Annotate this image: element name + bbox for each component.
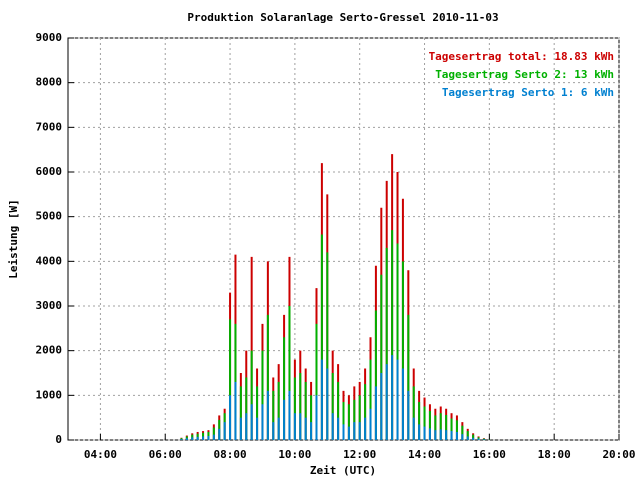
x-tick-label: 18:00 bbox=[538, 448, 571, 461]
x-axis-label: Zeit (UTC) bbox=[310, 464, 376, 477]
y-tick-label: 6000 bbox=[36, 165, 63, 178]
x-tick-label: 10:00 bbox=[278, 448, 311, 461]
y-tick-label: 4000 bbox=[36, 254, 63, 267]
legend-entry: Tagesertrag Serto 2: 13 kWh bbox=[435, 68, 614, 81]
x-tick-label: 16:00 bbox=[473, 448, 506, 461]
y-tick-label: 7000 bbox=[36, 120, 63, 133]
legend-entry: Tagesertrag total: 18.83 kWh bbox=[429, 50, 614, 63]
y-tick-label: 9000 bbox=[36, 31, 63, 44]
y-tick-label: 2000 bbox=[36, 344, 63, 357]
y-tick-label: 8000 bbox=[36, 76, 63, 89]
y-tick-label: 1000 bbox=[36, 388, 63, 401]
y-axis-label: Leistung [W] bbox=[7, 199, 20, 278]
x-tick-label: 08:00 bbox=[213, 448, 246, 461]
x-tick-label: 04:00 bbox=[84, 448, 117, 461]
x-tick-label: 12:00 bbox=[343, 448, 376, 461]
x-tick-label: 20:00 bbox=[602, 448, 635, 461]
y-tick-label: 3000 bbox=[36, 299, 63, 312]
y-tick-label: 5000 bbox=[36, 210, 63, 223]
chart-title: Produktion Solaranlage Serto-Gressel 201… bbox=[187, 11, 498, 24]
x-tick-label: 06:00 bbox=[149, 448, 182, 461]
y-tick-label: 0 bbox=[55, 433, 62, 446]
legend-entry: Tagesertrag Serto 1: 6 kWh bbox=[442, 86, 614, 99]
x-tick-label: 14:00 bbox=[408, 448, 441, 461]
